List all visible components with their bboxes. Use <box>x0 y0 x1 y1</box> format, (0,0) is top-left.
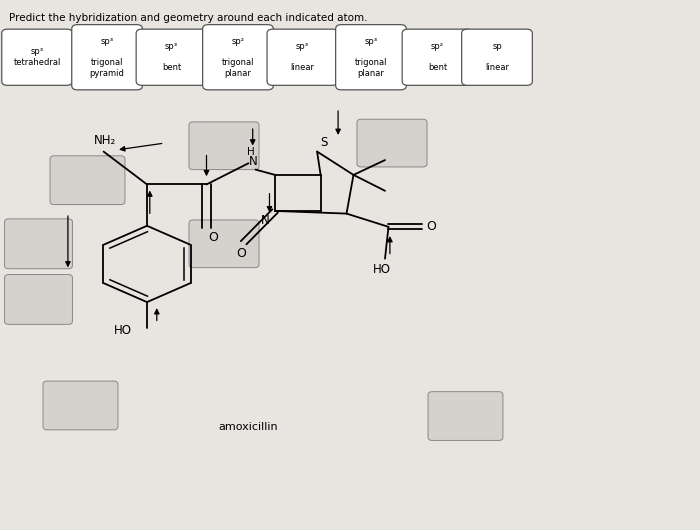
Text: S: S <box>321 136 328 148</box>
Text: O: O <box>426 220 436 233</box>
FancyBboxPatch shape <box>189 220 259 268</box>
Text: sp³
tetrahedral: sp³ tetrahedral <box>13 47 61 67</box>
FancyBboxPatch shape <box>267 29 337 85</box>
FancyBboxPatch shape <box>1 29 73 85</box>
Text: N: N <box>260 214 270 227</box>
Text: amoxicillin: amoxicillin <box>218 422 279 431</box>
FancyBboxPatch shape <box>4 275 73 324</box>
FancyBboxPatch shape <box>136 29 207 85</box>
FancyBboxPatch shape <box>43 381 118 430</box>
FancyBboxPatch shape <box>203 24 273 90</box>
Text: O: O <box>209 231 218 244</box>
Text: sp³

trigonal
pyramid: sp³ trigonal pyramid <box>90 37 125 78</box>
FancyBboxPatch shape <box>462 29 533 85</box>
FancyBboxPatch shape <box>189 122 259 170</box>
Text: Predict the hybridization and geometry around each indicated atom.: Predict the hybridization and geometry a… <box>9 13 368 23</box>
FancyBboxPatch shape <box>336 24 406 90</box>
Text: N: N <box>249 155 258 167</box>
Text: sp²

bent: sp² bent <box>428 42 447 73</box>
FancyBboxPatch shape <box>428 392 503 440</box>
FancyBboxPatch shape <box>71 24 143 90</box>
Text: H: H <box>247 147 256 156</box>
Text: sp³

trigonal
planar: sp³ trigonal planar <box>355 37 387 78</box>
Text: sp³

linear: sp³ linear <box>290 42 314 73</box>
Text: HO: HO <box>114 324 132 337</box>
FancyBboxPatch shape <box>402 29 473 85</box>
FancyBboxPatch shape <box>50 156 125 205</box>
Text: O: O <box>236 247 246 260</box>
Text: sp²

trigonal
planar: sp² trigonal planar <box>222 37 254 78</box>
FancyBboxPatch shape <box>357 119 427 167</box>
Text: sp

linear: sp linear <box>485 42 509 73</box>
Text: HO: HO <box>372 263 391 276</box>
Text: NH₂: NH₂ <box>94 135 116 147</box>
FancyBboxPatch shape <box>4 219 73 269</box>
Text: sp³

bent: sp³ bent <box>162 42 181 73</box>
